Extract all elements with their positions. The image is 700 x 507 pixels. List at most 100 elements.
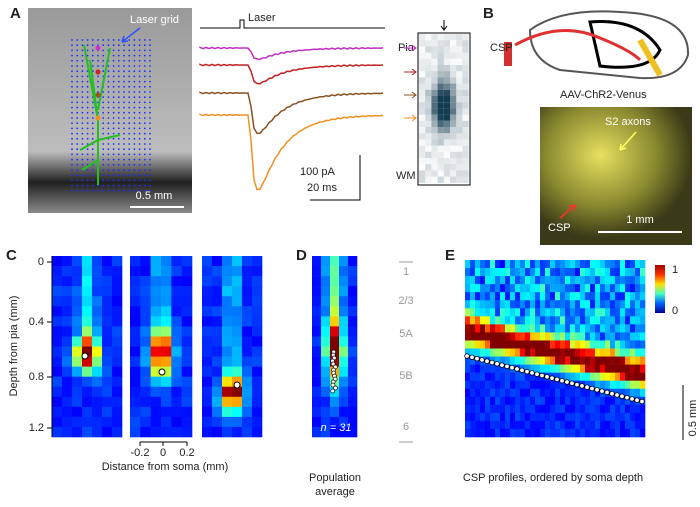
map-pixel <box>171 346 182 357</box>
map-pixel <box>635 364 641 373</box>
y-tick-label: 0.8 <box>29 371 44 383</box>
laser-site <box>143 106 146 109</box>
map-pixel <box>52 256 63 267</box>
map-pixel <box>222 286 233 297</box>
map-pixel <box>62 306 73 317</box>
map-pixel <box>510 396 516 406</box>
map-pixel <box>437 77 444 84</box>
map-pixel <box>560 372 566 381</box>
map-pixel <box>437 164 444 171</box>
laser-site <box>143 80 146 83</box>
map-pixel <box>252 396 263 408</box>
map-pixel <box>339 336 349 347</box>
map-pixel <box>635 348 641 357</box>
map-pixel <box>62 356 73 367</box>
map-pixel <box>495 292 501 301</box>
laser-site <box>128 96 131 99</box>
laser-site <box>138 122 141 125</box>
map-pixel <box>312 356 322 367</box>
laser-site <box>133 75 136 78</box>
laser-site <box>81 143 84 145</box>
laser-site <box>76 122 79 125</box>
map-pixel <box>419 52 426 59</box>
laser-site <box>102 184 105 187</box>
map-pixel <box>321 326 331 337</box>
map-pixel <box>490 300 496 309</box>
map-pixel <box>52 296 63 307</box>
map-pixel <box>490 348 496 357</box>
map-pixel <box>330 396 340 408</box>
laser-site <box>91 132 94 135</box>
map-pixel <box>161 336 172 347</box>
map-pixel <box>92 276 103 287</box>
map-pixel <box>595 332 601 341</box>
laser-site <box>91 189 94 192</box>
map-pixel <box>462 115 468 121</box>
laser-site <box>91 122 94 125</box>
map-pixel <box>171 266 182 277</box>
map-pixel <box>450 164 457 171</box>
laser-site <box>112 117 115 119</box>
map-pixel <box>222 386 233 398</box>
map-pixel <box>630 260 636 269</box>
map-pixel <box>625 388 631 398</box>
laser-site <box>97 189 99 192</box>
map-pixel <box>62 396 73 408</box>
map-pixel <box>570 404 576 414</box>
map-pixel <box>140 316 151 327</box>
map-pixel <box>640 356 646 365</box>
map-pixel <box>462 120 469 127</box>
laser-site <box>76 59 79 62</box>
map-pixel <box>212 306 223 317</box>
map-pixel <box>480 396 486 406</box>
map-pixel <box>575 364 581 373</box>
map-pixel <box>500 332 506 341</box>
map-pixel <box>202 406 213 418</box>
map-pixel <box>321 396 331 408</box>
laser-site <box>133 96 136 99</box>
laser-site <box>102 111 105 114</box>
map-pixel <box>530 316 536 325</box>
map-pixel <box>595 276 601 285</box>
laser-site <box>138 70 141 73</box>
map-pixel <box>595 268 601 277</box>
map-pixel <box>640 316 646 325</box>
map-pixel <box>605 260 611 269</box>
laser-site <box>86 49 89 52</box>
map-pixel <box>431 158 438 165</box>
soma <box>634 397 640 403</box>
layer-label: 2/3 <box>398 295 413 307</box>
map-pixel <box>92 356 103 367</box>
map-pixel <box>535 396 541 406</box>
map-pixel <box>450 59 456 65</box>
map-pixel <box>590 428 596 438</box>
map-pixel <box>252 336 263 347</box>
map-pixel <box>437 145 444 152</box>
soma <box>464 353 470 359</box>
map-pixel <box>520 412 526 422</box>
map-pixel <box>620 324 626 333</box>
map-pixel <box>202 346 213 357</box>
map-pixel <box>456 133 463 140</box>
map-pixel <box>431 52 438 59</box>
map-pixel <box>437 151 444 158</box>
map-pixel <box>570 412 576 422</box>
map-pixel <box>580 268 586 277</box>
map-pixel <box>585 420 591 430</box>
map-pixel <box>540 412 546 422</box>
map-pixel <box>62 416 73 428</box>
map-pixel <box>535 348 541 357</box>
map-pixel <box>82 316 93 327</box>
map-pixel <box>610 284 616 293</box>
laser-site <box>112 44 115 47</box>
arrow <box>404 68 417 76</box>
map-pixel <box>515 396 521 406</box>
map-pixel <box>495 260 501 269</box>
map-pixel <box>525 356 531 365</box>
map-pixel <box>443 158 450 165</box>
map-pixel <box>475 332 481 341</box>
laser-site <box>117 153 120 156</box>
laser-site <box>123 85 125 88</box>
map-pixel <box>630 388 636 398</box>
map-pixel <box>590 316 596 325</box>
